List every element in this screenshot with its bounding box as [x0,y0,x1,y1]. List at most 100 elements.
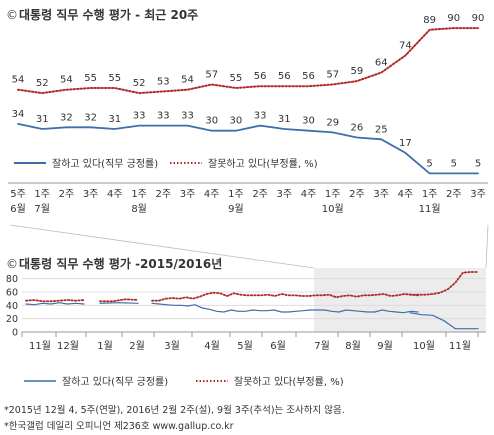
chart1-x-tick-week: 3주 [83,189,99,200]
chart2-title: ©대통령 직무 수행 평가 -2015/2016년 [6,255,222,272]
chart2-x-tick-month: 5월 [237,340,253,352]
chart1-data-label: 32 [60,112,73,123]
chart1-data-label: 56 [302,71,315,82]
chart2-x-tick-month: 9월 [377,340,393,352]
chart1-x-tick-week: 4주 [204,189,220,200]
chart2-x-tick-month: 7월 [314,340,330,352]
chart1-series-line-negative [17,27,479,95]
chart2-title-text: 대통령 직무 수행 평가 -2015/2016년 [19,257,223,271]
chart1-data-label: 26 [351,123,364,134]
chart1-series-line-positive [17,123,479,175]
chart1-x-tick-month: 11월 [419,203,441,215]
chart2-title-marker: © [6,257,18,271]
chart1-data-label: 30 [302,116,315,127]
chart1-x-tick-week: 3주 [470,189,486,200]
chart1-data-label: 59 [351,66,364,77]
chart1-x-tick-week: 2주 [252,189,268,200]
chart1-x-tick-week: 1주 [325,189,341,200]
chart1-data-label: 33 [254,111,267,122]
chart2-series-negative-segment [99,298,139,303]
chart1-data-label: 25 [375,124,388,135]
chart1-legend-label-positive: 잘하고 있다(직무 긍정률) [52,157,158,170]
chart1-x-tick-week: 1주 [228,189,244,200]
chart1-data-label: 17 [399,138,412,149]
chart2-series-positive-segment [99,302,139,304]
chart1-data-label: 54 [12,75,25,86]
chart1-data-label: 90 [472,13,485,24]
chart2-x-tick-month: 10월 [413,340,435,352]
chart2-series-positive-segment [25,302,85,306]
chart2-legend-label-negative: 잘못하고 있다(부정률, %) [234,375,344,388]
chart1-data-label: 89 [423,15,436,26]
chart1-title-marker: © [6,8,18,22]
chart1-x-tick-week: 2주 [59,189,75,200]
chart1-x-tick-month: 7월 [34,203,50,215]
chart1-data-label: 57 [205,70,218,81]
chart1-data-label: 30 [230,116,243,127]
chart1-x-tick-month: 10월 [322,203,344,215]
chart1-data-label: 5 [426,158,432,169]
chart1-data-label: 32 [84,112,97,123]
chart1-data-label: 5 [475,158,481,169]
chart2-x-tick-month: 2월 [129,340,145,352]
chart2-legend-label-positive: 잘하고 있다(직무 긍정률) [62,375,168,388]
footnote-survey-gaps: *2015년 12월 4, 5주(연말), 2016년 2월 2주(설), 9월… [4,405,345,416]
chart1-data-label: 56 [254,71,267,82]
chart1-data-label: 53 [157,76,170,87]
chart1-x-tick-month: 8월 [131,203,147,215]
chart2-x-tick-month: 1월 [97,340,113,352]
chart1-x-tick-month: 9월 [228,203,244,215]
chart1-legend-label-negative: 잘못하고 있다(부정률, %) [208,157,318,170]
chart1-data-label: 64 [375,58,388,69]
chart1-data-label: 31 [36,114,49,125]
chart2-y-tick-label: 40 [6,301,18,312]
chart2-series-negative-segment [409,271,479,296]
chart1-x-tick-week: 5주 [10,189,26,200]
chart1-data-label: 90 [447,13,460,24]
chart2-x-tick-month: 11월 [29,340,51,352]
chart1-title: ©대통령 직무 수행 평가 - 최근 20주 [6,6,198,23]
chart1-x-tick-week: 1주 [131,189,147,200]
chart1-data-label: 54 [181,75,194,86]
chart2-y-tick-label: 60 [6,288,18,299]
chart1-data-label: 33 [157,111,170,122]
chart1-x-tick-week: 2주 [349,189,365,200]
chart1-data-label: 54 [60,75,73,86]
chart1-x-tick-week: 1주 [34,189,50,200]
chart2-x-tick-month: 12월 [57,340,79,352]
chart1-x-tick-week: 4주 [398,189,414,200]
chart1-title-text: 대통령 직무 수행 평가 - 최근 20주 [19,8,199,22]
chart1-x-tick-week: 3주 [180,189,196,200]
chart1-x-tick-week: 3주 [277,189,293,200]
chart2-2015-2016: 0 20 40 60 80 11월 12월 1월 2월 3월 4월 5월 6월 7월 8월 9월 10월 11월잘… [6,224,489,388]
chart1-data-label: 56 [278,71,291,82]
chart1-data-label: 30 [205,116,218,127]
chart1-x-tick-week: 3주 [373,189,389,200]
chart1-x-tick-month: 6월 [10,203,26,215]
chart2-series-negative-segment [25,299,85,303]
chart2-x-tick-month: 4월 [204,340,220,352]
chart2-y-tick-label: 20 [6,314,18,325]
chart1-data-label: 55 [230,73,243,84]
chart1-data-label: 33 [181,111,194,122]
footnote-source: *한국갤럽 데일리 오피니언 제236호 www.gallup.co.kr [4,421,234,432]
chart1-data-label: 34 [12,109,25,120]
chart2-series-negative-segment [151,291,419,302]
chart2-y-tick-label: 0 [12,328,18,339]
chart2-x-tick-month: 3월 [164,340,180,352]
chart2-x-tick-month: 8월 [345,340,361,352]
chart1-x-tick-week: 2주 [156,189,172,200]
chart1-data-label: 29 [326,117,339,128]
chart1-data-label: 55 [108,73,121,84]
chart1-data-label: 31 [278,114,291,125]
chart2-series-positive-segment [151,302,419,314]
chart1-data-label: 74 [399,41,412,52]
chart1-data-label: 57 [326,70,339,81]
chart2-series-positive-segment [409,312,479,330]
chart1-x-tick-week: 2주 [446,189,462,200]
chart1-data-label: 31 [108,114,121,125]
chart2-zoom-connector-right [485,224,489,269]
chart1-data-label: 55 [84,73,97,84]
chart2-zoom-connector-left [9,224,315,269]
